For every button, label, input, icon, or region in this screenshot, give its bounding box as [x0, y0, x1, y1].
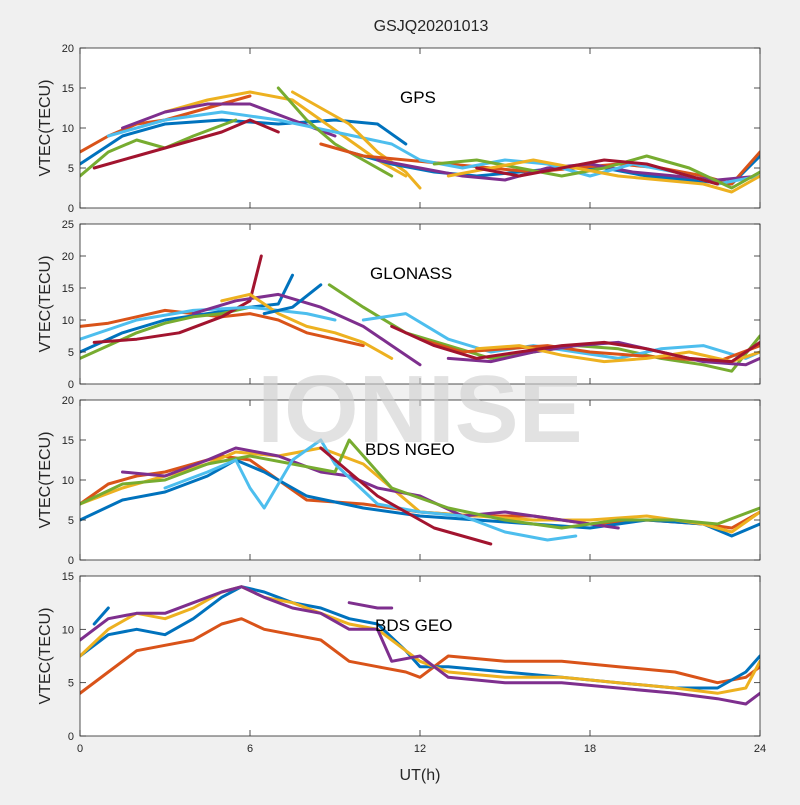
series-line-5	[80, 305, 337, 341]
panel-gps: 0 5 10 15 20 VTEC(TECU) GPS	[37, 43, 761, 215]
series-line-5	[80, 438, 760, 530]
series-line-6	[92, 606, 110, 626]
series-line-3	[80, 585, 760, 695]
x-axis-label: UT(h)	[400, 767, 441, 784]
series-line-2	[80, 273, 294, 354]
y-tick-label: 10	[62, 475, 74, 487]
y-tick-label: 15	[62, 435, 74, 447]
series-line-7	[319, 446, 493, 546]
y-tick-label: 15	[62, 283, 74, 295]
series-line-1	[80, 617, 760, 695]
y-tick-label: 5	[68, 347, 74, 359]
panel-label: BDS GEO	[375, 616, 452, 635]
series-line-5	[347, 601, 394, 610]
x-tick-label: 12	[414, 743, 426, 755]
y-tick-label: 5	[68, 678, 74, 690]
y-tick-label: 10	[62, 624, 74, 636]
y-tick-label: 20	[62, 251, 74, 263]
series-line-8	[262, 283, 323, 316]
series-line-15	[446, 158, 760, 194]
y-tick-label: 25	[62, 219, 74, 231]
y-tick-label: 0	[68, 731, 74, 743]
y-axis-label: VTEC(TECU)	[37, 608, 54, 705]
series-line-14	[390, 324, 760, 364]
y-tick-label: 15	[62, 571, 74, 583]
series-line-3	[80, 305, 252, 360]
y-tick-label: 5	[68, 163, 74, 175]
panel-bds-ngeo: 0 5 10 15 20 VTEC(TECU) BDS NGEO	[37, 395, 761, 567]
x-tick-label: 0	[77, 743, 83, 755]
series-line-6	[163, 438, 578, 542]
series-line-6	[191, 292, 422, 367]
series-line-9	[276, 86, 394, 178]
panel-bds-geo: 0 5 10 15 0 6 12 18 24 VTEC(TECU) BDS GEO	[37, 571, 766, 755]
panel-label: BDS NGEO	[365, 440, 455, 459]
series-group	[80, 86, 760, 194]
series-line-4	[80, 585, 760, 706]
y-axis-label: VTEC(TECU)	[37, 80, 54, 177]
y-axis-label: VTEC(TECU)	[37, 432, 54, 529]
watermark: IONISE	[257, 356, 582, 463]
y-tick-label: 0	[68, 379, 74, 391]
panel-label: GPS	[400, 88, 436, 107]
y-tick-label: 20	[62, 395, 74, 407]
y-tick-label: 0	[68, 203, 74, 215]
y-tick-label: 10	[62, 315, 74, 327]
x-tick-label: 18	[584, 743, 596, 755]
y-axis-label: VTEC(TECU)	[37, 256, 54, 353]
series-line-16	[475, 158, 719, 186]
y-tick-label: 5	[68, 515, 74, 527]
y-tick-label: 10	[62, 123, 74, 135]
y-tick-label: 0	[68, 555, 74, 567]
series-line-8	[291, 90, 422, 190]
y-tick-label: 20	[62, 43, 74, 55]
series-group	[80, 585, 760, 706]
y-tick-label: 15	[62, 83, 74, 95]
series-line-12	[446, 340, 760, 367]
panel-label: GLONASS	[370, 264, 452, 283]
plot-area	[80, 48, 760, 208]
series-group	[80, 438, 760, 546]
series-group	[80, 254, 760, 373]
x-tick-label: 24	[754, 743, 766, 755]
panel-glonass: 0 5 10 15 20 25 VTEC(TECU) GLONASS	[37, 219, 761, 391]
series-line-6	[121, 102, 337, 138]
series-line-7	[220, 292, 394, 360]
series-line-10	[361, 312, 760, 360]
series-line-4	[92, 118, 280, 170]
series-line-3	[80, 118, 238, 178]
series-line-2	[80, 458, 760, 538]
series-line-14	[432, 154, 760, 190]
x-tick-label: 6	[247, 743, 253, 755]
series-line-4	[92, 254, 263, 344]
series-line-7	[106, 110, 422, 162]
figure-title: GSJQ20201013	[374, 18, 489, 35]
series-line-2	[80, 118, 408, 166]
